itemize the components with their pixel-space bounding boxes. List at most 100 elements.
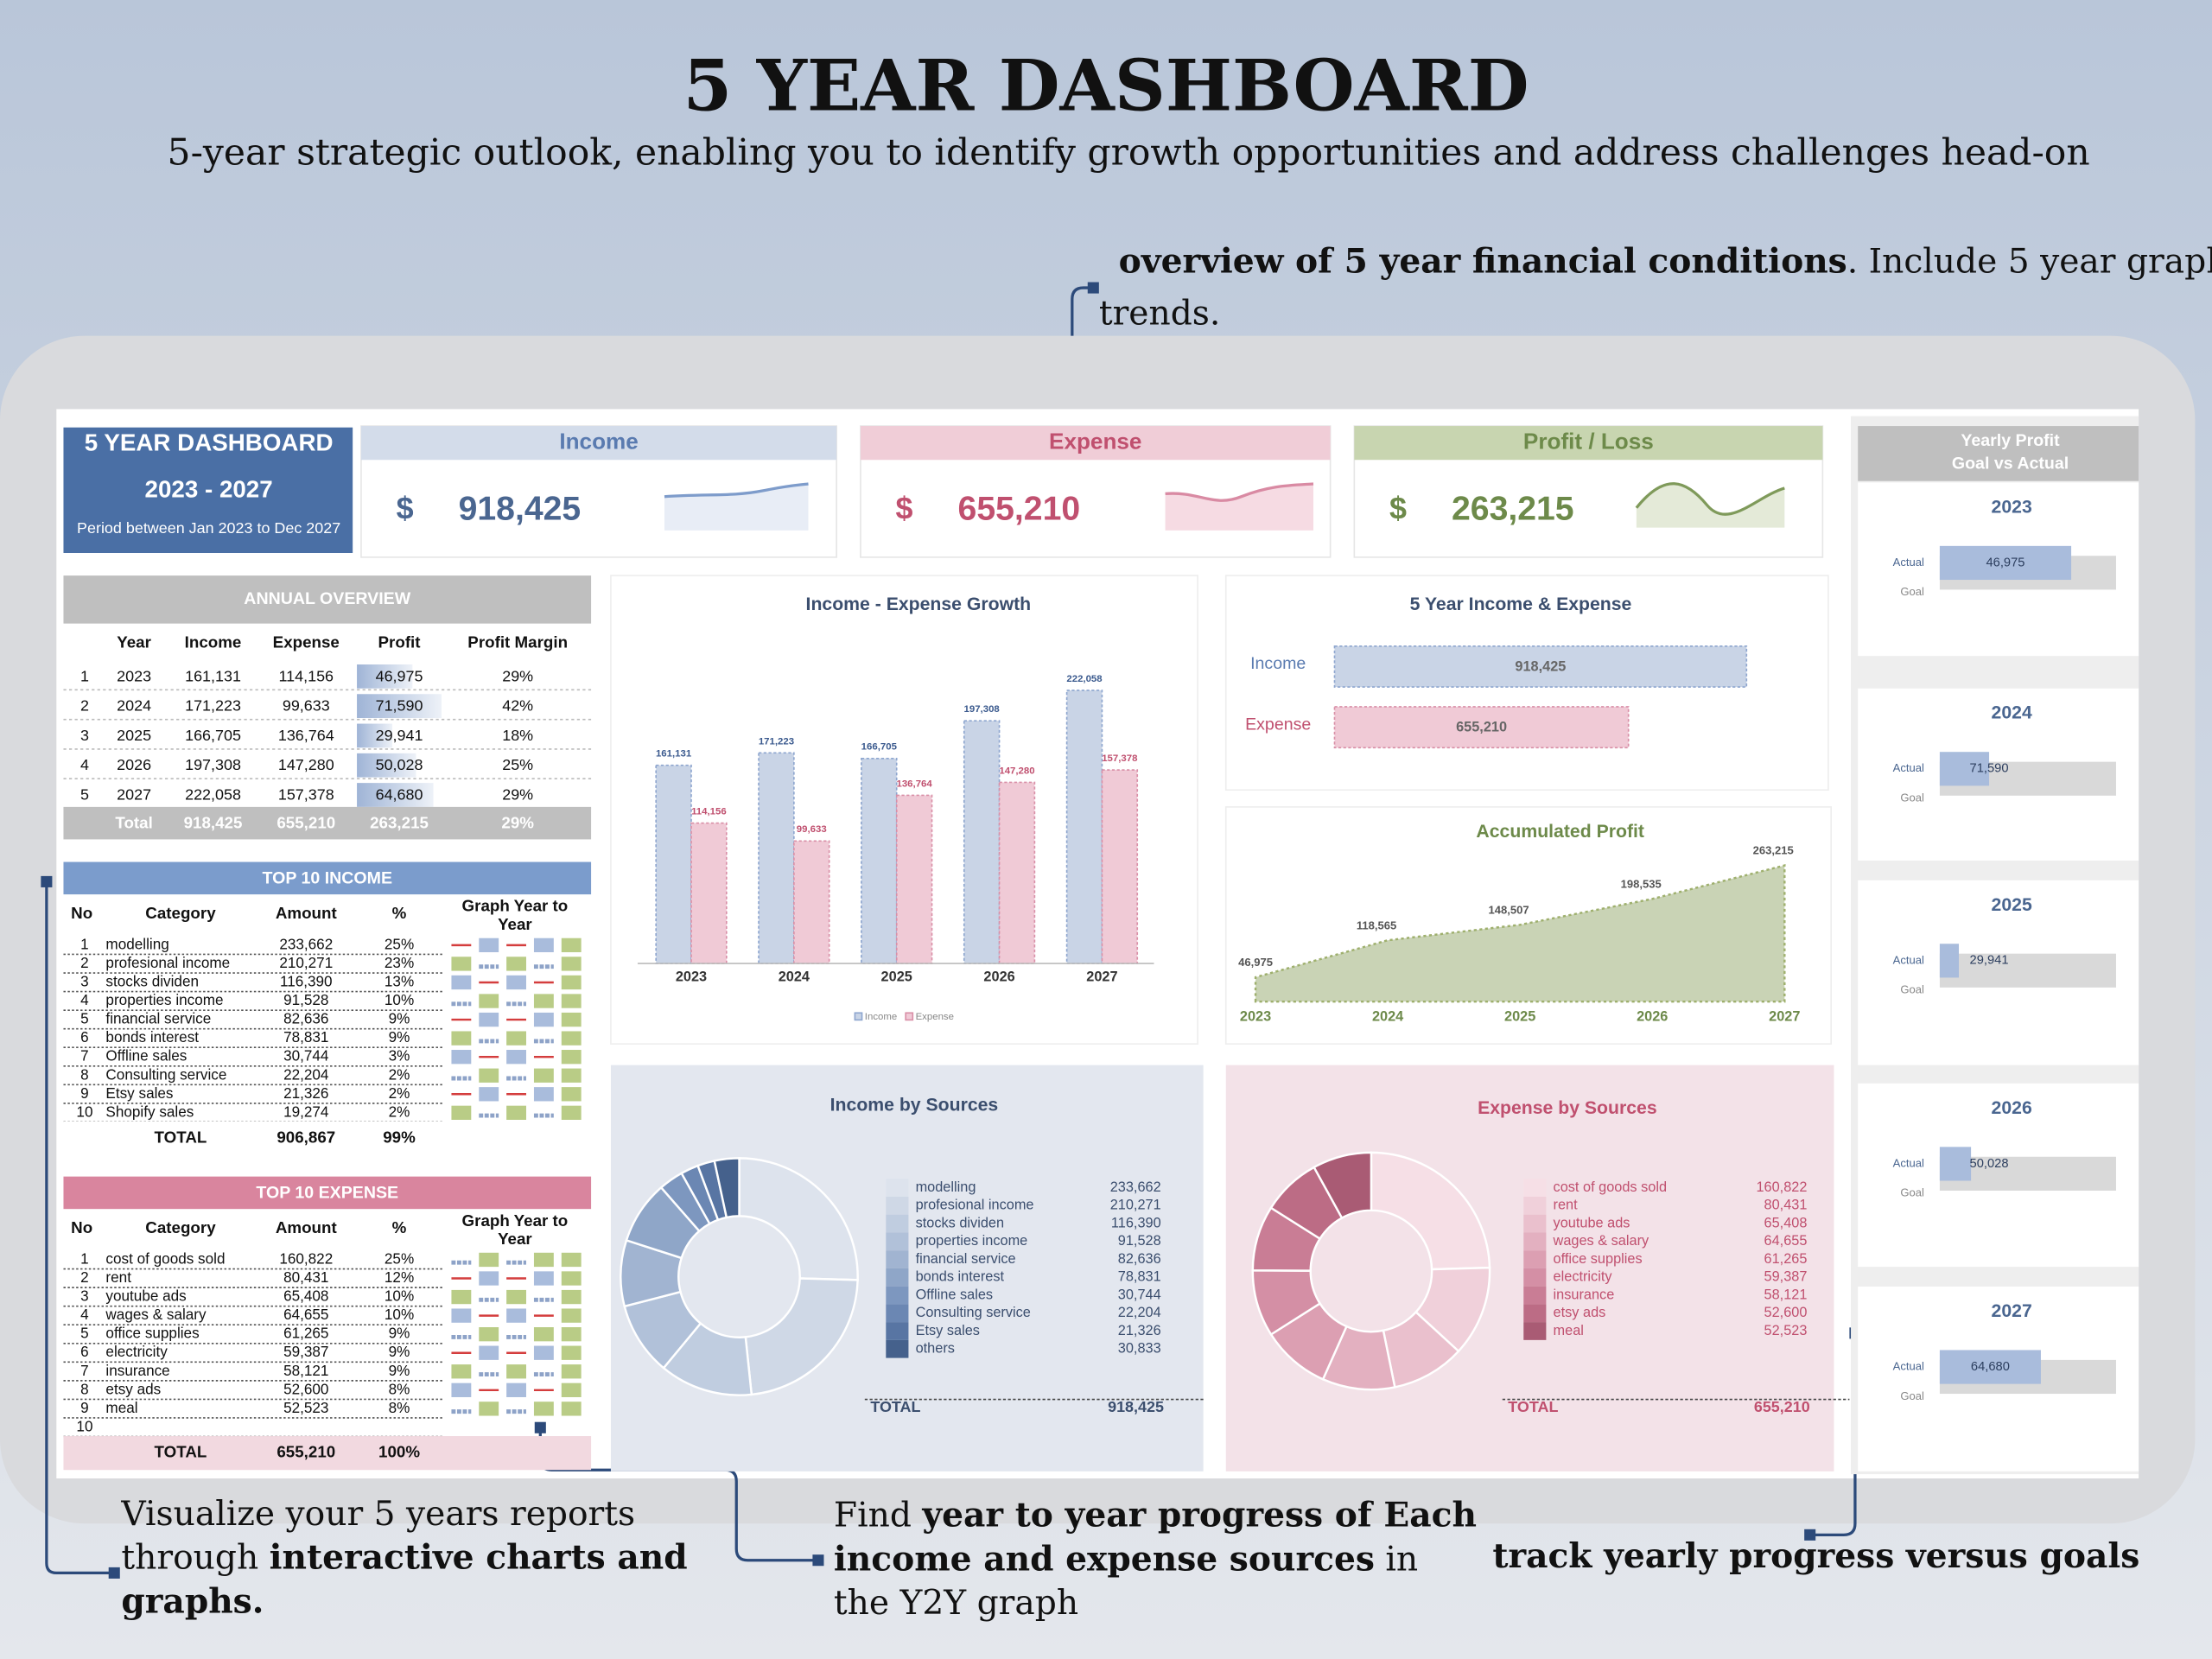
banner-title: 5 YEAR DASHBOARD xyxy=(85,429,334,456)
column-header: Amount xyxy=(276,1218,338,1236)
mini-graph xyxy=(561,1031,582,1046)
table-cell: 7 xyxy=(80,1362,89,1379)
mini-graph xyxy=(561,1068,582,1083)
kpi-currency: $ xyxy=(397,491,414,526)
mini-graph xyxy=(451,1364,472,1379)
data-label: 161,131 xyxy=(656,749,692,760)
goal-value: 282,000 xyxy=(2005,1192,2050,1206)
legend-value: 58,121 xyxy=(1764,1287,1808,1302)
table-cell: 160,822 xyxy=(279,1249,333,1267)
mini-graph xyxy=(479,938,499,953)
table-cell: 5 xyxy=(80,786,89,804)
callout-text: Find xyxy=(834,1497,922,1535)
legend-value: 80,431 xyxy=(1764,1198,1808,1213)
legend-value: 21,326 xyxy=(1118,1323,1161,1338)
table-cell: 99,633 xyxy=(283,697,330,715)
kpi-header xyxy=(1354,426,1823,461)
mini-graph xyxy=(561,1289,582,1305)
table-cell: 1 xyxy=(80,935,89,952)
table-cell: properties income xyxy=(105,991,223,1008)
goal-value: 112,800 xyxy=(2005,1395,2050,1409)
mini-graph xyxy=(451,1050,472,1065)
table-cell: 29,941 xyxy=(376,727,423,744)
donut-slice xyxy=(744,1277,859,1396)
legend-label: properties income xyxy=(916,1233,1028,1249)
kpi-label: Profit / Loss xyxy=(1523,429,1654,454)
mini-graph xyxy=(561,994,582,1008)
table-cell: profesional income xyxy=(105,954,230,971)
legend-swatch xyxy=(886,1179,909,1197)
total-cell: 263,215 xyxy=(370,813,429,831)
mini-graph xyxy=(479,1327,499,1342)
x-tick-label: 2027 xyxy=(1769,1008,1800,1024)
legend-value: 64,655 xyxy=(1764,1233,1808,1249)
table-cell: 78,831 xyxy=(283,1028,328,1046)
goal-bar xyxy=(1939,953,2116,988)
callout-line: Visualize your 5 years reports xyxy=(120,1495,635,1534)
legend-swatch xyxy=(886,1268,909,1287)
table-title: ANNUAL OVERVIEW xyxy=(244,589,410,608)
table-cell: Etsy sales xyxy=(105,1084,173,1102)
kpi-currency: $ xyxy=(896,491,913,526)
actual-bar xyxy=(1939,752,1990,786)
table-header xyxy=(63,1176,592,1210)
data-label: 147,280 xyxy=(999,766,1034,776)
total-value: 918,425 xyxy=(1108,1398,1164,1415)
mini-graph xyxy=(533,1068,554,1083)
callout-line: the Y2Y graph xyxy=(834,1584,1078,1623)
table-cell: 4 xyxy=(80,756,89,773)
table-cell: 157,378 xyxy=(278,786,334,804)
sparkline xyxy=(1165,482,1314,502)
total-cell: 29% xyxy=(501,813,534,831)
data-label: 171,223 xyxy=(759,736,794,747)
callout-text: Visualize your 5 years reports xyxy=(120,1495,635,1534)
x-tick-label: 2027 xyxy=(1086,969,1117,985)
legend-swatch xyxy=(1523,1179,1547,1197)
column-header: % xyxy=(392,904,407,922)
mini-graph xyxy=(533,1012,554,1027)
table-cell: 2027 xyxy=(117,786,151,804)
goal-header xyxy=(1858,426,2139,481)
actual-label: Actual xyxy=(1893,1156,1924,1169)
column-header: Income xyxy=(185,632,242,651)
x-tick-label: 2026 xyxy=(1637,1008,1668,1024)
column-header: No xyxy=(71,1218,92,1236)
legend-label: Income xyxy=(865,1012,897,1022)
profit-databar xyxy=(357,753,416,778)
mini-graph xyxy=(561,938,582,953)
table-cell: modelling xyxy=(105,935,168,952)
bar xyxy=(861,757,898,964)
table-cell: etsy ads xyxy=(105,1380,161,1397)
table-cell: 59,387 xyxy=(283,1343,328,1360)
callout-line: income and expense sources in xyxy=(834,1539,1418,1579)
callout-text: income and expense sources xyxy=(834,1539,1375,1579)
legend-value: 82,636 xyxy=(1118,1251,1161,1267)
kpi-header xyxy=(860,426,1331,461)
table-header xyxy=(63,861,592,895)
callout-text: through xyxy=(121,1539,269,1578)
table-cell: Shopify sales xyxy=(105,1103,194,1120)
mini-graph xyxy=(561,1012,582,1027)
table-cell: financial service xyxy=(105,1010,211,1027)
profit-databar xyxy=(357,694,442,719)
kpi-label: Income xyxy=(559,429,638,454)
table-cell: 171,223 xyxy=(185,697,241,715)
table-cell: 8 xyxy=(80,1380,89,1397)
goal-value: 63,000 xyxy=(2008,591,2047,605)
table-cell: 6 xyxy=(80,1028,89,1046)
mini-graph xyxy=(561,1271,582,1286)
data-label: 263,215 xyxy=(1753,844,1794,857)
legend-swatch xyxy=(886,1232,909,1251)
table-cell: office supplies xyxy=(105,1325,199,1342)
mini-graph xyxy=(451,957,472,971)
mini-graph xyxy=(533,1087,554,1102)
bar xyxy=(758,752,795,964)
table-cell: 52,600 xyxy=(283,1380,328,1397)
mini-graph xyxy=(561,975,582,990)
donut-slice xyxy=(1370,1151,1491,1271)
table-cell: youtube ads xyxy=(105,1287,186,1305)
data-label: 655,210 xyxy=(1456,720,1507,735)
legend-value: 116,390 xyxy=(1111,1215,1161,1230)
mini-graph xyxy=(533,1345,554,1360)
legend-label: insurance xyxy=(1554,1287,1615,1302)
